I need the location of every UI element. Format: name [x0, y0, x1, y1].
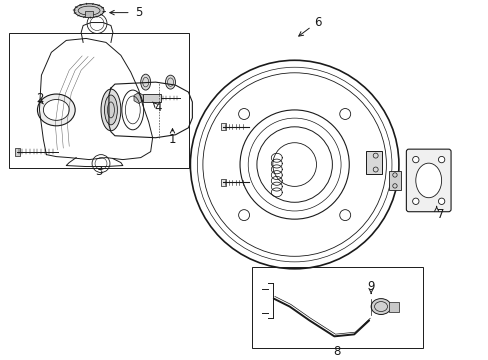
Text: 5: 5 — [135, 6, 142, 19]
Ellipse shape — [141, 74, 150, 90]
Ellipse shape — [415, 163, 441, 198]
Circle shape — [412, 156, 418, 163]
Circle shape — [438, 198, 444, 204]
Bar — [365, 150, 381, 175]
Text: 2: 2 — [36, 91, 43, 104]
Ellipse shape — [370, 298, 390, 315]
Ellipse shape — [43, 99, 69, 120]
FancyBboxPatch shape — [406, 149, 450, 212]
Bar — [388, 171, 400, 190]
Ellipse shape — [165, 75, 175, 89]
Text: 4: 4 — [155, 102, 162, 114]
Bar — [251, 267, 422, 348]
Text: 6: 6 — [313, 16, 321, 29]
Text: 9: 9 — [366, 280, 374, 293]
Bar — [221, 123, 225, 130]
Ellipse shape — [104, 95, 117, 125]
Text: 3: 3 — [95, 165, 102, 178]
Bar — [15, 148, 20, 156]
Ellipse shape — [101, 89, 121, 131]
Bar — [9, 33, 189, 167]
Ellipse shape — [74, 4, 104, 18]
Bar — [85, 11, 93, 17]
Text: 1: 1 — [168, 133, 176, 146]
Bar — [221, 179, 225, 186]
Ellipse shape — [38, 94, 75, 126]
Text: 8: 8 — [333, 345, 340, 358]
Circle shape — [412, 198, 418, 204]
Text: 7: 7 — [436, 208, 444, 221]
Circle shape — [438, 156, 444, 163]
Bar — [388, 302, 398, 311]
Bar — [142, 94, 160, 103]
